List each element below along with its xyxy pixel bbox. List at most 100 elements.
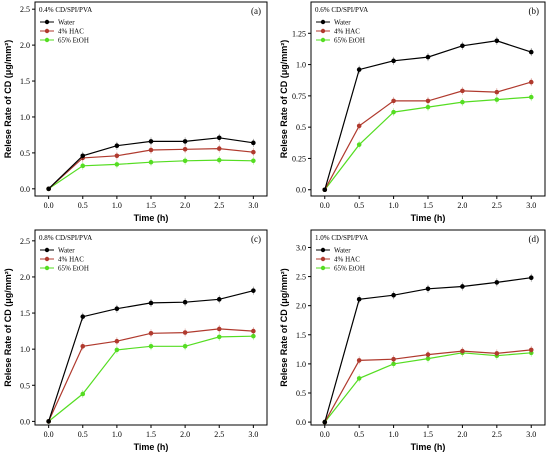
y-tick-label: 1.0 xyxy=(296,61,306,70)
data-point xyxy=(182,343,188,349)
chart-panel-2: 0.0 0.5 1.0 1.5 2.0 2.5 3.0 0.0 0.25 0.5 0.75 1.0 1.… xyxy=(279,1,546,223)
panel-letter: (b) xyxy=(529,6,540,16)
y-axis-label: Relese Rate of CD (μg/mm²) xyxy=(3,40,13,159)
data-point xyxy=(80,314,86,319)
data-point xyxy=(114,306,120,312)
y-tick-label: 2.5 xyxy=(296,273,306,282)
legend-label: 65% EtOH xyxy=(58,265,89,273)
legend-marker xyxy=(44,19,50,25)
x-tick-label: 0.0 xyxy=(44,430,54,439)
data-point xyxy=(528,347,534,353)
legend-marker xyxy=(44,247,50,253)
data-point xyxy=(391,292,396,298)
data-point xyxy=(391,58,396,64)
y-tick-label: 2.5 xyxy=(20,237,30,246)
legend-marker xyxy=(320,37,326,43)
x-tick-label: 3.0 xyxy=(526,430,536,439)
data-point xyxy=(494,351,500,356)
x-tick-label: 0.5 xyxy=(78,430,88,439)
panel-letter: (c) xyxy=(251,234,261,244)
x-tick-label: 3.0 xyxy=(248,201,258,210)
y-tick-label: 2.0 xyxy=(20,273,30,282)
y-tick-label: 2.0 xyxy=(296,302,306,311)
panel-letter: (d) xyxy=(529,234,540,244)
y-tick-label: 0.75 xyxy=(292,92,306,101)
data-point xyxy=(46,419,51,424)
x-tick-label: 2.0 xyxy=(457,201,467,210)
data-point xyxy=(251,328,256,334)
x-axis-label: Time (h) xyxy=(411,442,446,452)
data-point xyxy=(528,49,534,55)
y-axis-label: Relese Rate of CD (μg/mm²) xyxy=(279,268,289,387)
x-tick-label: 0.5 xyxy=(354,430,364,439)
data-point xyxy=(356,67,362,72)
data-point xyxy=(460,284,465,289)
data-point xyxy=(460,88,465,94)
x-tick-label: 1.5 xyxy=(146,430,156,439)
x-tick-label: 1.5 xyxy=(146,201,156,210)
x-axis-label: Time (h) xyxy=(134,442,169,452)
x-tick-label: 0.5 xyxy=(354,201,364,210)
data-point xyxy=(425,356,431,361)
x-tick-label: 0.5 xyxy=(78,201,88,210)
y-tick-label: 0.0 xyxy=(20,185,30,194)
y-tick-label: 0.0 xyxy=(296,186,306,195)
legend-marker xyxy=(320,28,326,34)
y-tick-label: 1.5 xyxy=(20,309,30,318)
y-tick-label: 0.25 xyxy=(292,154,306,163)
y-tick-label: 1.0 xyxy=(20,113,30,122)
y-tick-label: 2.5 xyxy=(20,5,30,14)
panel-title: 0.8% CD/SPI/PVA xyxy=(39,234,92,242)
x-tick-label: 1.0 xyxy=(112,430,122,439)
data-point xyxy=(216,326,222,332)
panel-title: 0.4% CD/SPI/PVA xyxy=(39,6,92,14)
legend-label: 4% HAC xyxy=(334,28,360,36)
data-point xyxy=(216,157,222,163)
data-point xyxy=(216,297,222,302)
x-axis-label: Time (h) xyxy=(411,213,446,223)
data-point xyxy=(80,163,86,169)
data-point xyxy=(356,123,362,129)
legend-label: Water xyxy=(334,19,351,27)
data-point xyxy=(80,153,86,159)
data-point xyxy=(251,333,256,339)
y-tick-label: 0.5 xyxy=(20,381,30,390)
data-point xyxy=(494,89,500,95)
data-point xyxy=(216,135,222,141)
data-point xyxy=(114,338,120,344)
x-tick-label: 2.5 xyxy=(214,430,224,439)
legend-label: 65% EtOH xyxy=(334,37,365,45)
y-tick-label: 1.5 xyxy=(20,77,30,86)
y-tick-label: 3.0 xyxy=(296,243,306,252)
legend-marker xyxy=(320,265,326,271)
legend-marker xyxy=(320,256,326,262)
data-point xyxy=(148,343,154,349)
chart-panel-4: 0.0 0.5 1.0 1.5 2.0 2.5 3.0 0.0 0.5 1.0 1.5 2.0 2.5 3… xyxy=(279,229,546,452)
data-point xyxy=(114,347,120,353)
data-point xyxy=(251,288,256,293)
legend-label: 4% HAC xyxy=(58,28,84,36)
data-point xyxy=(182,139,188,144)
x-tick-label: 1.5 xyxy=(423,201,433,210)
data-point xyxy=(425,98,431,104)
x-tick-label: 2.5 xyxy=(214,201,224,210)
x-tick-label: 2.0 xyxy=(180,430,190,439)
y-axis-label: Relese Rate of CD (μg/mm²) xyxy=(3,268,13,387)
legend-marker xyxy=(320,19,326,25)
data-point xyxy=(425,104,431,110)
x-tick-label: 1.5 xyxy=(423,430,433,439)
data-point xyxy=(425,54,431,60)
x-tick-label: 0.0 xyxy=(320,201,330,210)
data-point xyxy=(251,158,256,164)
y-tick-label: 0.0 xyxy=(296,418,306,427)
data-point xyxy=(425,286,431,292)
data-point xyxy=(46,186,51,192)
legend-label: Water xyxy=(334,247,351,255)
legend-label: 65% EtOH xyxy=(58,37,89,45)
legend-marker xyxy=(44,28,50,34)
panel-title: 1.0% CD/SPI/PVA xyxy=(315,234,368,242)
series-line xyxy=(324,277,532,423)
series-line xyxy=(48,290,254,422)
x-tick-label: 1.0 xyxy=(112,201,122,210)
data-point xyxy=(494,38,500,44)
